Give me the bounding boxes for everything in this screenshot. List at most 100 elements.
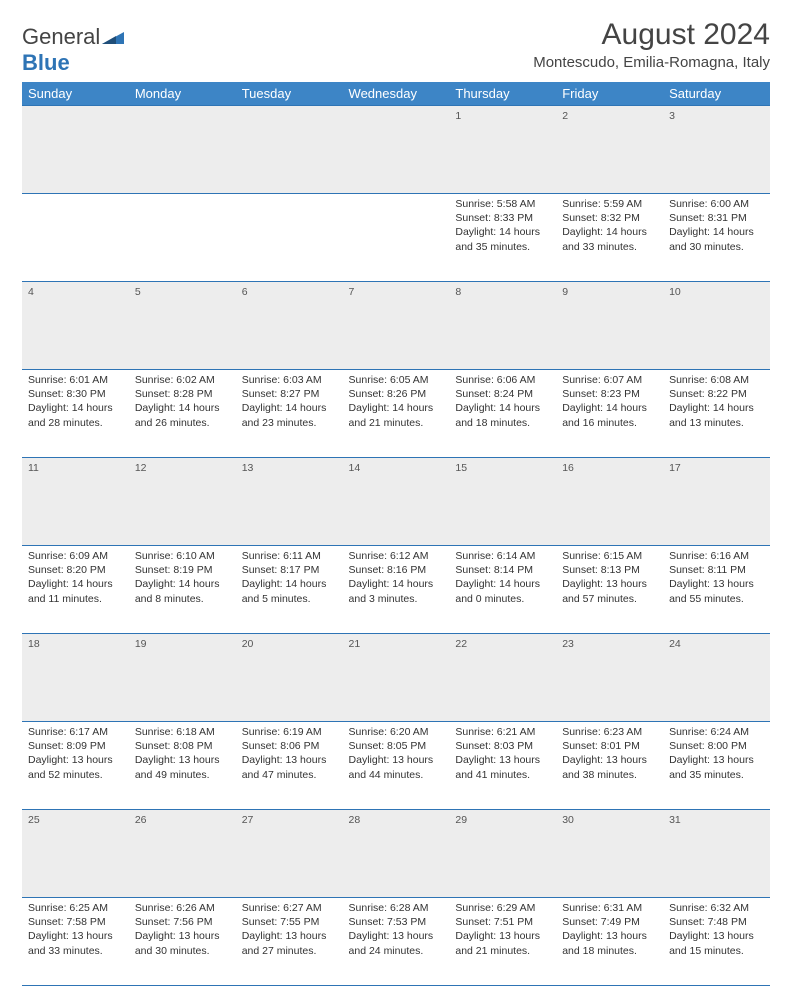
day-number: 15 [449, 458, 556, 546]
day-cell-text: Sunrise: 6:17 AM Sunset: 8:09 PM Dayligh… [28, 725, 125, 782]
calendar-body: 123Sunrise: 5:58 AM Sunset: 8:33 PM Dayl… [22, 106, 770, 986]
day-cell: Sunrise: 6:07 AM Sunset: 8:23 PM Dayligh… [556, 370, 663, 458]
col-tuesday: Tuesday [236, 82, 343, 106]
day-number: 8 [449, 282, 556, 370]
day-cell: Sunrise: 5:59 AM Sunset: 8:32 PM Dayligh… [556, 194, 663, 282]
day-cell: Sunrise: 6:02 AM Sunset: 8:28 PM Dayligh… [129, 370, 236, 458]
day-cell: Sunrise: 6:12 AM Sunset: 8:16 PM Dayligh… [343, 546, 450, 634]
day-cell-text: Sunrise: 6:05 AM Sunset: 8:26 PM Dayligh… [349, 373, 446, 430]
day-cell: Sunrise: 6:23 AM Sunset: 8:01 PM Dayligh… [556, 722, 663, 810]
day-cell: Sunrise: 6:14 AM Sunset: 8:14 PM Dayligh… [449, 546, 556, 634]
day-cell: Sunrise: 6:15 AM Sunset: 8:13 PM Dayligh… [556, 546, 663, 634]
day-cell-text: Sunrise: 6:28 AM Sunset: 7:53 PM Dayligh… [349, 901, 446, 958]
day-cell-text: Sunrise: 6:02 AM Sunset: 8:28 PM Dayligh… [135, 373, 232, 430]
day-cell [22, 194, 129, 282]
day-number: 22 [449, 634, 556, 722]
day-cell [343, 194, 450, 282]
day-number: 7 [343, 282, 450, 370]
day-number: 27 [236, 810, 343, 898]
day-cell [236, 194, 343, 282]
day-number [343, 106, 450, 194]
day-cell: Sunrise: 6:00 AM Sunset: 8:31 PM Dayligh… [663, 194, 770, 282]
col-saturday: Saturday [663, 82, 770, 106]
location-text: Montescudo, Emilia-Romagna, Italy [533, 54, 770, 71]
calendar-page: GeneralBlue August 2024 Montescudo, Emil… [0, 0, 792, 996]
day-cell-text: Sunrise: 6:14 AM Sunset: 8:14 PM Dayligh… [455, 549, 552, 606]
logo-part2: Blue [22, 50, 70, 75]
day-cell-text: Sunrise: 6:20 AM Sunset: 8:05 PM Dayligh… [349, 725, 446, 782]
day-number: 14 [343, 458, 450, 546]
day-number: 2 [556, 106, 663, 194]
day-number: 28 [343, 810, 450, 898]
day-number: 11 [22, 458, 129, 546]
logo-triangle-icon [102, 24, 124, 50]
day-content-row: Sunrise: 6:09 AM Sunset: 8:20 PM Dayligh… [22, 546, 770, 634]
day-cell-text: Sunrise: 6:23 AM Sunset: 8:01 PM Dayligh… [562, 725, 659, 782]
logo-text: GeneralBlue [22, 24, 124, 76]
day-number: 17 [663, 458, 770, 546]
day-number: 29 [449, 810, 556, 898]
day-cell: Sunrise: 6:27 AM Sunset: 7:55 PM Dayligh… [236, 898, 343, 986]
day-cell-text: Sunrise: 6:00 AM Sunset: 8:31 PM Dayligh… [669, 197, 766, 254]
daynum-row: 11121314151617 [22, 458, 770, 546]
daynum-row: 45678910 [22, 282, 770, 370]
day-cell: Sunrise: 6:16 AM Sunset: 8:11 PM Dayligh… [663, 546, 770, 634]
day-number: 18 [22, 634, 129, 722]
day-number: 19 [129, 634, 236, 722]
day-cell-text: Sunrise: 6:24 AM Sunset: 8:00 PM Dayligh… [669, 725, 766, 782]
page-header: GeneralBlue August 2024 Montescudo, Emil… [22, 18, 770, 76]
daynum-row: 123 [22, 106, 770, 194]
day-number: 26 [129, 810, 236, 898]
day-number: 6 [236, 282, 343, 370]
day-cell: Sunrise: 6:17 AM Sunset: 8:09 PM Dayligh… [22, 722, 129, 810]
day-cell: Sunrise: 6:31 AM Sunset: 7:49 PM Dayligh… [556, 898, 663, 986]
day-number: 4 [22, 282, 129, 370]
day-cell-text: Sunrise: 6:27 AM Sunset: 7:55 PM Dayligh… [242, 901, 339, 958]
day-cell-text: Sunrise: 6:12 AM Sunset: 8:16 PM Dayligh… [349, 549, 446, 606]
day-cell-text: Sunrise: 6:16 AM Sunset: 8:11 PM Dayligh… [669, 549, 766, 606]
day-cell-text: Sunrise: 6:21 AM Sunset: 8:03 PM Dayligh… [455, 725, 552, 782]
day-content-row: Sunrise: 6:25 AM Sunset: 7:58 PM Dayligh… [22, 898, 770, 986]
day-cell-text: Sunrise: 6:19 AM Sunset: 8:06 PM Dayligh… [242, 725, 339, 782]
day-cell: Sunrise: 6:25 AM Sunset: 7:58 PM Dayligh… [22, 898, 129, 986]
month-title: August 2024 [533, 18, 770, 52]
day-cell: Sunrise: 6:09 AM Sunset: 8:20 PM Dayligh… [22, 546, 129, 634]
day-cell: Sunrise: 6:20 AM Sunset: 8:05 PM Dayligh… [343, 722, 450, 810]
day-cell: Sunrise: 6:19 AM Sunset: 8:06 PM Dayligh… [236, 722, 343, 810]
day-cell-text: Sunrise: 6:03 AM Sunset: 8:27 PM Dayligh… [242, 373, 339, 430]
day-cell-text: Sunrise: 6:31 AM Sunset: 7:49 PM Dayligh… [562, 901, 659, 958]
day-cell: Sunrise: 6:18 AM Sunset: 8:08 PM Dayligh… [129, 722, 236, 810]
day-cell-text: Sunrise: 6:08 AM Sunset: 8:22 PM Dayligh… [669, 373, 766, 430]
day-cell: Sunrise: 6:05 AM Sunset: 8:26 PM Dayligh… [343, 370, 450, 458]
day-content-row: Sunrise: 5:58 AM Sunset: 8:33 PM Dayligh… [22, 194, 770, 282]
day-number [236, 106, 343, 194]
day-cell-text: Sunrise: 6:01 AM Sunset: 8:30 PM Dayligh… [28, 373, 125, 430]
day-cell-text: Sunrise: 5:59 AM Sunset: 8:32 PM Dayligh… [562, 197, 659, 254]
col-wednesday: Wednesday [343, 82, 450, 106]
col-thursday: Thursday [449, 82, 556, 106]
day-cell: Sunrise: 6:06 AM Sunset: 8:24 PM Dayligh… [449, 370, 556, 458]
daynum-row: 18192021222324 [22, 634, 770, 722]
day-cell: Sunrise: 6:21 AM Sunset: 8:03 PM Dayligh… [449, 722, 556, 810]
day-content-row: Sunrise: 6:17 AM Sunset: 8:09 PM Dayligh… [22, 722, 770, 810]
logo: GeneralBlue [22, 24, 124, 76]
day-cell-text: Sunrise: 6:18 AM Sunset: 8:08 PM Dayligh… [135, 725, 232, 782]
day-cell: Sunrise: 6:28 AM Sunset: 7:53 PM Dayligh… [343, 898, 450, 986]
weekday-header-row: Sunday Monday Tuesday Wednesday Thursday… [22, 82, 770, 106]
day-number: 10 [663, 282, 770, 370]
day-number: 30 [556, 810, 663, 898]
day-cell: Sunrise: 6:11 AM Sunset: 8:17 PM Dayligh… [236, 546, 343, 634]
day-cell-text: Sunrise: 6:29 AM Sunset: 7:51 PM Dayligh… [455, 901, 552, 958]
col-monday: Monday [129, 82, 236, 106]
day-number: 5 [129, 282, 236, 370]
day-cell-text: Sunrise: 6:25 AM Sunset: 7:58 PM Dayligh… [28, 901, 125, 958]
day-cell: Sunrise: 5:58 AM Sunset: 8:33 PM Dayligh… [449, 194, 556, 282]
daynum-row: 25262728293031 [22, 810, 770, 898]
day-number: 3 [663, 106, 770, 194]
day-number: 31 [663, 810, 770, 898]
day-cell-text: Sunrise: 6:09 AM Sunset: 8:20 PM Dayligh… [28, 549, 125, 606]
day-number: 16 [556, 458, 663, 546]
day-cell: Sunrise: 6:01 AM Sunset: 8:30 PM Dayligh… [22, 370, 129, 458]
logo-part1: General [22, 24, 100, 49]
day-number: 24 [663, 634, 770, 722]
